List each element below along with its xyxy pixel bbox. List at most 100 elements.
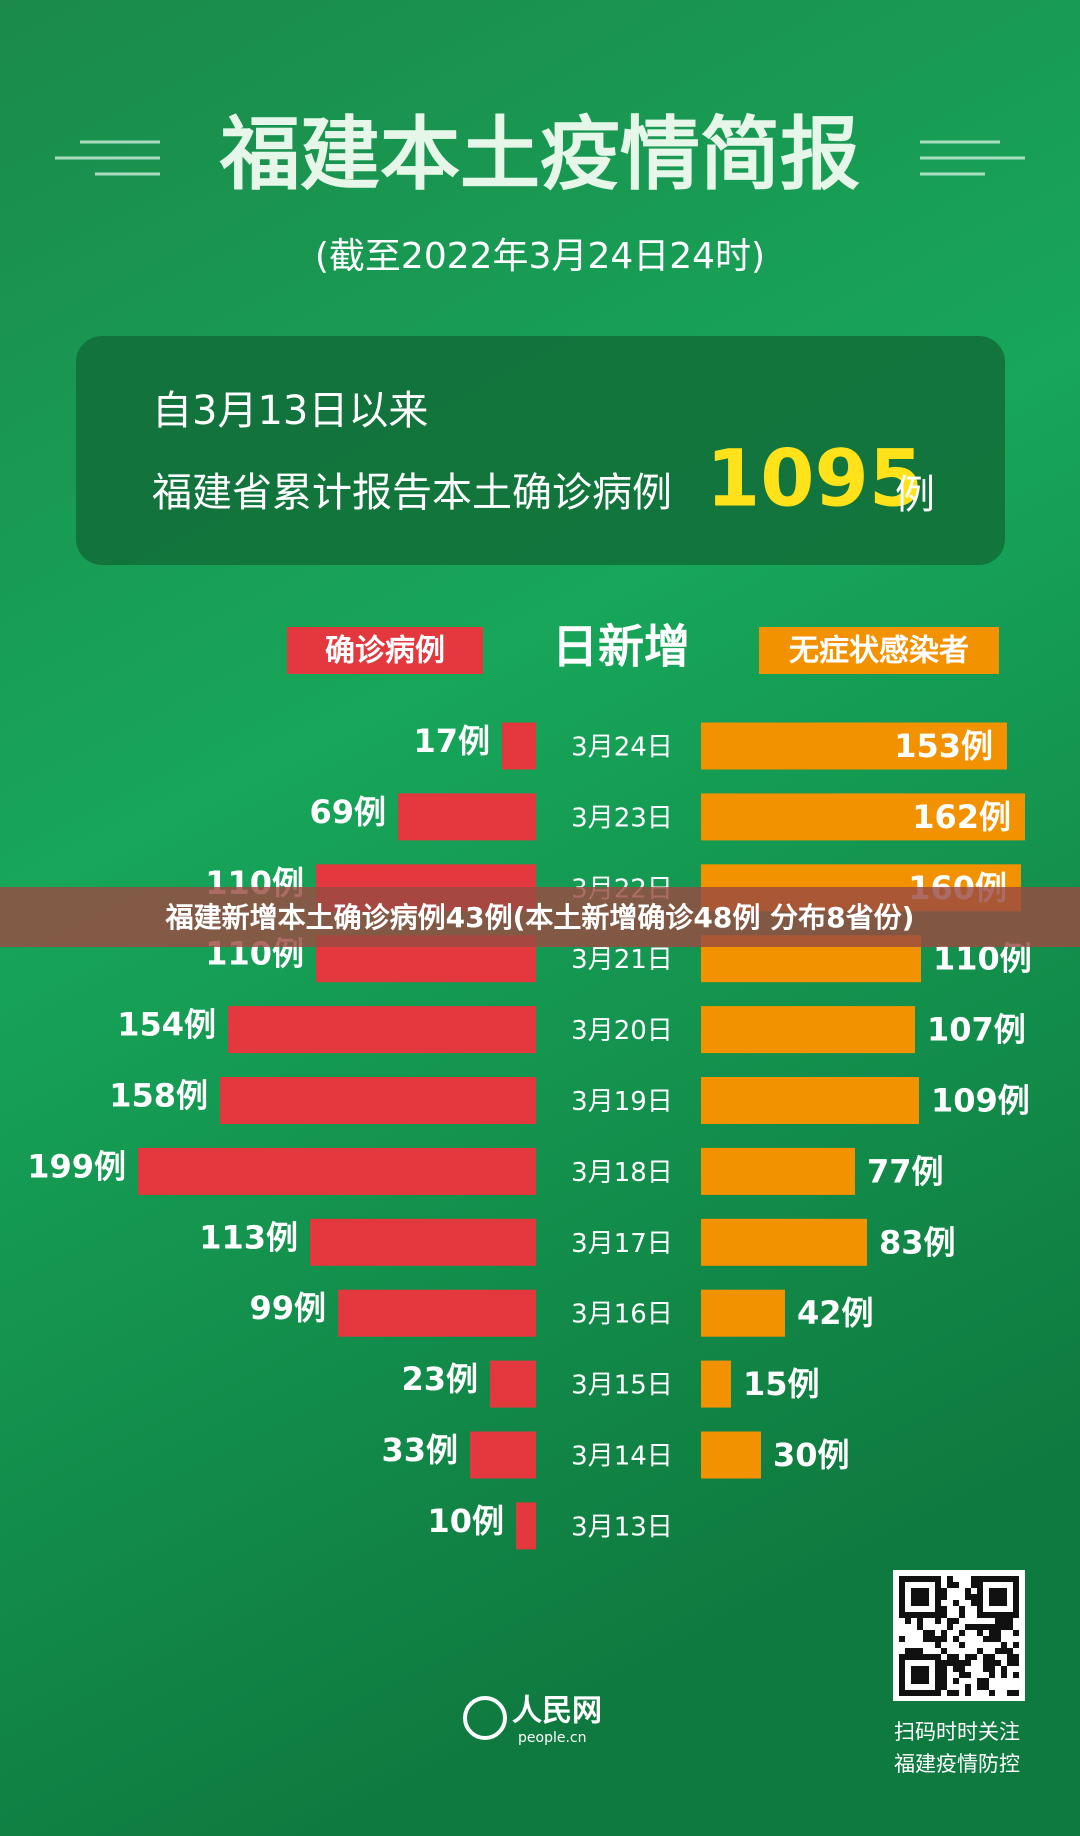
data-label: 15例 bbox=[743, 1365, 820, 1403]
qr-cell bbox=[971, 1582, 977, 1588]
bar bbox=[701, 1360, 731, 1408]
summary-unit: 例 bbox=[895, 472, 935, 518]
qr-cell bbox=[929, 1636, 935, 1642]
qr-cell bbox=[935, 1606, 941, 1612]
qr-cell bbox=[977, 1684, 983, 1690]
qr-cell bbox=[917, 1618, 923, 1624]
data-label: 69例 bbox=[309, 793, 386, 831]
qr-cell bbox=[1001, 1576, 1007, 1582]
qr-cell bbox=[917, 1678, 923, 1684]
qr-cell bbox=[1001, 1648, 1007, 1654]
data-label: 99例 bbox=[249, 1289, 326, 1327]
bar bbox=[701, 1077, 919, 1124]
qr-cell bbox=[1001, 1618, 1007, 1624]
qr-cell bbox=[905, 1690, 911, 1696]
qr-cell bbox=[947, 1576, 953, 1582]
qr-cell bbox=[899, 1684, 905, 1690]
qr-cell bbox=[941, 1672, 947, 1678]
qr-cell bbox=[995, 1630, 1001, 1636]
title: 福建本土疫情简报 bbox=[219, 108, 860, 201]
qr-cell bbox=[947, 1582, 953, 1588]
qr-cell bbox=[983, 1636, 989, 1642]
qr-cell bbox=[977, 1648, 983, 1654]
qr-cell bbox=[1007, 1612, 1013, 1618]
qr-cell bbox=[905, 1612, 911, 1618]
qr-cell bbox=[1013, 1690, 1019, 1696]
qr-cell bbox=[1007, 1618, 1013, 1624]
qr-cell bbox=[1007, 1576, 1013, 1582]
qr-cell bbox=[923, 1594, 929, 1600]
qr-cell bbox=[935, 1600, 941, 1606]
data-label: 109例 bbox=[931, 1082, 1030, 1120]
qr-cell bbox=[923, 1690, 929, 1696]
banner bbox=[0, 887, 1080, 947]
qr-cell bbox=[953, 1678, 959, 1684]
qr-cell bbox=[959, 1642, 965, 1648]
qr-cell bbox=[941, 1684, 947, 1690]
qr-cell bbox=[971, 1624, 977, 1630]
qr-cell bbox=[917, 1594, 923, 1600]
qr-cell bbox=[935, 1684, 941, 1690]
bar bbox=[310, 1218, 536, 1266]
qr-cell bbox=[941, 1660, 947, 1666]
qr-cell bbox=[923, 1666, 929, 1672]
qr-cell bbox=[905, 1618, 911, 1624]
qr-cell bbox=[917, 1600, 923, 1606]
qr-cell bbox=[947, 1654, 953, 1660]
qr-cell bbox=[1001, 1624, 1007, 1630]
qr-cell bbox=[959, 1606, 965, 1612]
qr-cell bbox=[1001, 1612, 1007, 1618]
category-label: 3月18日 bbox=[571, 1158, 673, 1188]
qr-cell bbox=[965, 1660, 971, 1666]
qr-cell bbox=[983, 1660, 989, 1666]
qr-cell bbox=[977, 1588, 983, 1594]
qr-cell bbox=[965, 1690, 971, 1696]
qr-cell bbox=[953, 1600, 959, 1606]
qr-cell bbox=[995, 1636, 1001, 1642]
category-label: 3月20日 bbox=[571, 1016, 673, 1046]
qr-cell bbox=[1007, 1648, 1013, 1654]
qr-cell bbox=[1013, 1654, 1019, 1660]
qr-cell bbox=[1013, 1588, 1019, 1594]
qr-cell bbox=[1013, 1600, 1019, 1606]
qr-cell bbox=[899, 1678, 905, 1684]
subtitle: (截至2022年3月24日24时) bbox=[315, 236, 765, 277]
qr-cell bbox=[941, 1606, 947, 1612]
qr-cell bbox=[899, 1672, 905, 1678]
category-label: 3月13日 bbox=[571, 1512, 673, 1542]
qr-cell bbox=[947, 1690, 953, 1696]
data-label: 158例 bbox=[109, 1077, 208, 1115]
qr-cell bbox=[989, 1654, 995, 1660]
data-label: 107例 bbox=[927, 1011, 1026, 1049]
qr-cell bbox=[959, 1666, 965, 1672]
qr-cell bbox=[1013, 1606, 1019, 1612]
qr-cell bbox=[1007, 1690, 1013, 1696]
category-label: 3月21日 bbox=[571, 945, 673, 975]
qr-cell bbox=[959, 1660, 965, 1666]
qr-cell bbox=[923, 1654, 929, 1660]
logo-url: people.cn bbox=[518, 1730, 586, 1746]
qr-cell bbox=[1001, 1666, 1007, 1672]
qr-cell bbox=[911, 1666, 917, 1672]
qr-cell bbox=[905, 1648, 911, 1654]
qr-cell bbox=[917, 1612, 923, 1618]
qr-cell bbox=[977, 1678, 983, 1684]
qr-cell bbox=[941, 1678, 947, 1684]
qr-cell bbox=[917, 1624, 923, 1630]
qr-cell bbox=[953, 1654, 959, 1660]
qr-cell bbox=[941, 1648, 947, 1654]
qr-cell bbox=[983, 1576, 989, 1582]
data-label: 83例 bbox=[879, 1223, 956, 1261]
qr-cell bbox=[983, 1684, 989, 1690]
qr-cell bbox=[1001, 1672, 1007, 1678]
qr-cell bbox=[1013, 1594, 1019, 1600]
qr-cell bbox=[1007, 1624, 1013, 1630]
qr-cell bbox=[1013, 1672, 1019, 1678]
bar bbox=[701, 1147, 855, 1195]
qr-cell bbox=[1013, 1642, 1019, 1648]
bar bbox=[502, 722, 536, 770]
qr-cell bbox=[983, 1612, 989, 1618]
data-label: 154例 bbox=[117, 1006, 216, 1044]
qr-cell bbox=[899, 1612, 905, 1618]
qr-cell bbox=[917, 1576, 923, 1582]
